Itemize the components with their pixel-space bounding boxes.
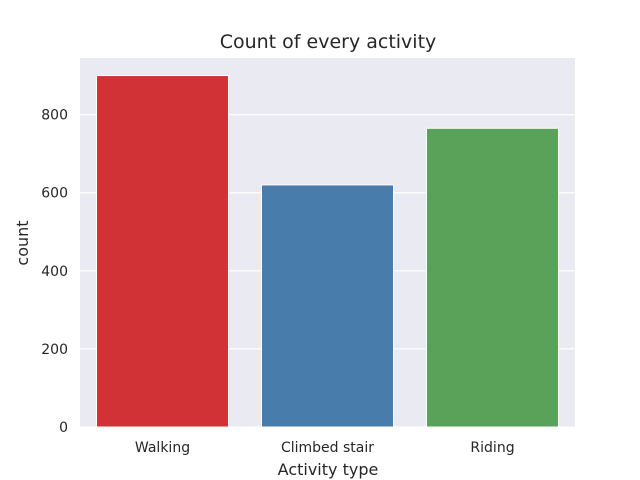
x-tick-label: Walking bbox=[135, 440, 190, 456]
y-tick-label: 400 bbox=[41, 264, 68, 280]
y-tick-label: 200 bbox=[41, 342, 68, 358]
y-tick-label: 800 bbox=[41, 108, 68, 124]
x-tick-labels: Walking Climbed stair Riding bbox=[135, 440, 515, 456]
bar bbox=[96, 75, 229, 428]
bar bbox=[261, 184, 394, 428]
y-tick-label: 600 bbox=[41, 186, 68, 202]
y-tick-label: 0 bbox=[59, 420, 68, 436]
y-tick-labels: 0 200 400 600 800 bbox=[41, 108, 68, 436]
x-tick-label: Riding bbox=[470, 440, 514, 456]
bars bbox=[96, 75, 559, 428]
x-tick-label: Climbed stair bbox=[281, 440, 374, 456]
chart-title: Count of every activity bbox=[220, 31, 437, 53]
bar bbox=[426, 127, 559, 428]
y-axis-label: count bbox=[13, 220, 32, 265]
x-axis-label: Activity type bbox=[278, 460, 379, 479]
